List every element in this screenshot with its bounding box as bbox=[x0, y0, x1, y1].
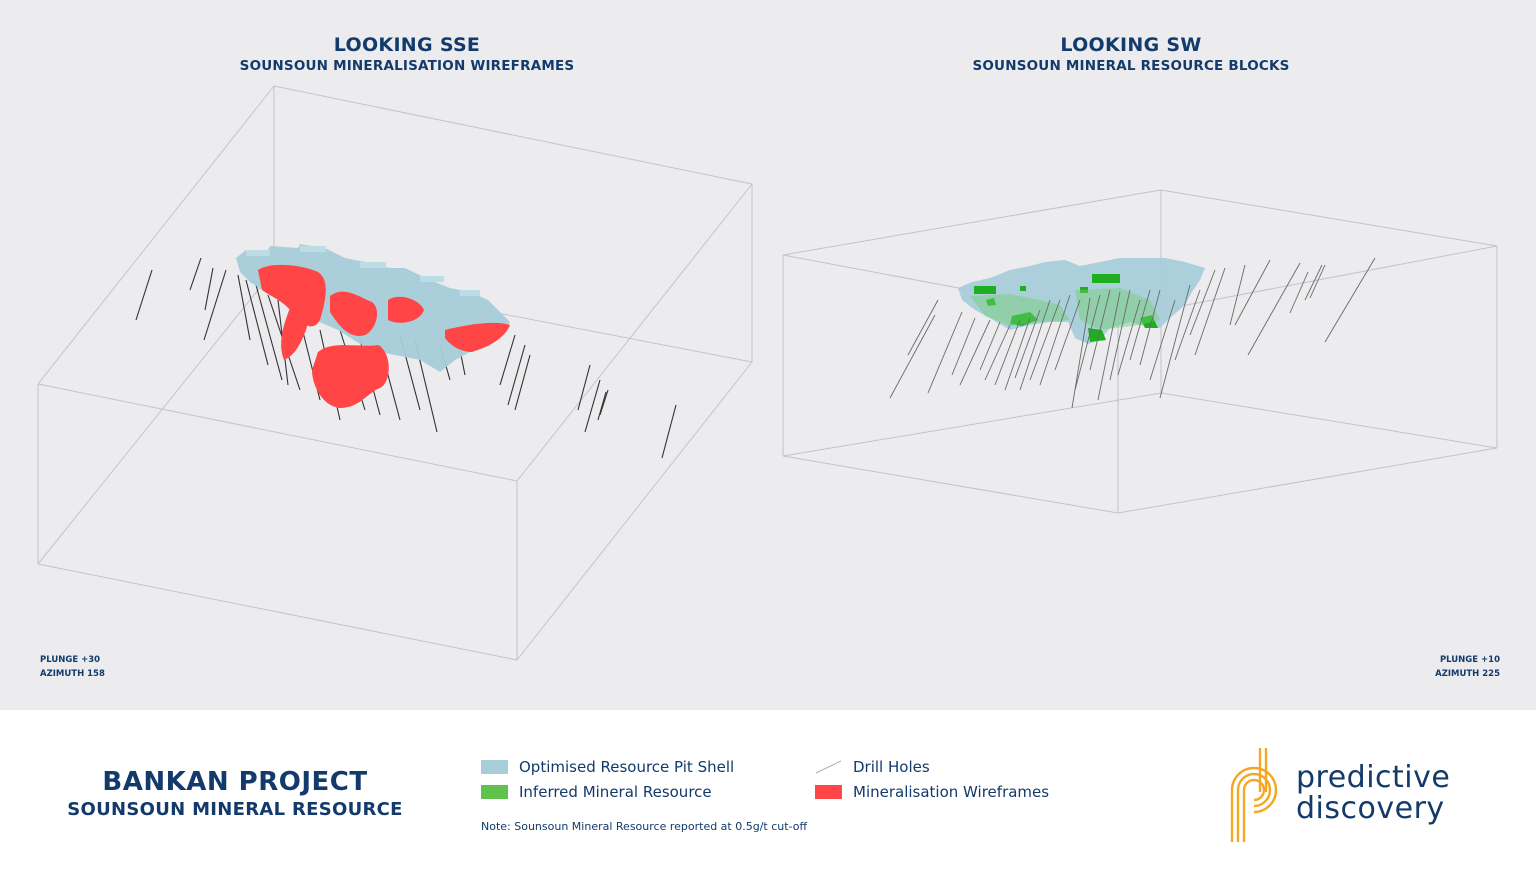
footer-legend-panel: BANKAN PROJECT SOUNSOUN MINERAL RESOURCE… bbox=[0, 710, 1536, 879]
3d-view-area: LOOKING SSE SOUNSOUN MINERALISATION WIRE… bbox=[0, 0, 1536, 710]
project-subtitle: SOUNSOUN MINERAL RESOURCE bbox=[67, 799, 403, 820]
left-view-heading: LOOKING SSE bbox=[333, 34, 481, 56]
project-title: BANKAN PROJECT bbox=[102, 767, 368, 797]
legend-label: Drill Holes bbox=[853, 758, 930, 776]
left-azimuth: AZIMUTH 158 bbox=[40, 669, 105, 679]
right-plunge: PLUNGE +10 bbox=[1439, 655, 1500, 665]
right-bounding-box bbox=[782, 189, 1498, 514]
logo-line-1: predictive bbox=[1296, 760, 1451, 795]
right-view-orientation: PLUNGE +10 AZIMUTH 225 bbox=[1435, 653, 1500, 681]
left-bounding-box bbox=[37, 85, 753, 661]
legend-label: Optimised Resource Pit Shell bbox=[519, 758, 735, 776]
left-mineralisation-wireframes bbox=[258, 264, 510, 408]
left-view-title: LOOKING SSE SOUNSOUN MINERALISATION WIRE… bbox=[207, 33, 607, 75]
right-view-heading: LOOKING SW bbox=[1060, 34, 1202, 56]
legend-label: Inferred Mineral Resource bbox=[519, 783, 712, 801]
right-view-subheading: SOUNSOUN MINERAL RESOURCE BLOCKS bbox=[972, 58, 1290, 74]
logo-line-2: discovery bbox=[1296, 791, 1445, 826]
legend-item-drill-holes: Drill Holes bbox=[815, 758, 930, 776]
company-logo: predictive discovery bbox=[1226, 746, 1476, 846]
logo-wordmark: predictive discovery bbox=[1296, 762, 1450, 824]
right-azimuth: AZIMUTH 225 bbox=[1435, 669, 1500, 679]
pit-shell-swatch-icon bbox=[481, 760, 508, 774]
left-pit-shell-steps bbox=[246, 246, 480, 296]
left-plunge: PLUNGE +30 bbox=[40, 655, 101, 665]
wireframe-swatch-icon bbox=[815, 785, 842, 799]
drill-hole-line-icon bbox=[815, 760, 842, 774]
left-view-subheading: SOUNSOUN MINERALISATION WIREFRAMES bbox=[239, 58, 575, 74]
legend-item-inferred: Inferred Mineral Resource bbox=[481, 783, 712, 801]
left-view-orientation: PLUNGE +30 AZIMUTH 158 bbox=[40, 653, 105, 681]
right-inferred-resource-translucent bbox=[970, 288, 1160, 330]
right-view-title: LOOKING SW SOUNSOUN MINERAL RESOURCE BLO… bbox=[931, 33, 1331, 75]
legend-label: Mineralisation Wireframes bbox=[853, 783, 1050, 801]
cutoff-note: Note: Sounsoun Mineral Resource reported… bbox=[481, 820, 808, 833]
legend-item-wireframes: Mineralisation Wireframes bbox=[815, 783, 1049, 801]
inferred-swatch-icon bbox=[481, 785, 508, 799]
right-inferred-resource bbox=[974, 274, 1158, 342]
3d-scene-graphics bbox=[37, 85, 1498, 661]
right-drill-holes bbox=[889, 257, 1376, 409]
legend-item-pit-shell: Optimised Resource Pit Shell bbox=[481, 758, 734, 776]
pd-logo-mark-icon bbox=[1230, 748, 1278, 842]
project-title-block: BANKAN PROJECT SOUNSOUN MINERAL RESOURCE bbox=[40, 766, 430, 822]
